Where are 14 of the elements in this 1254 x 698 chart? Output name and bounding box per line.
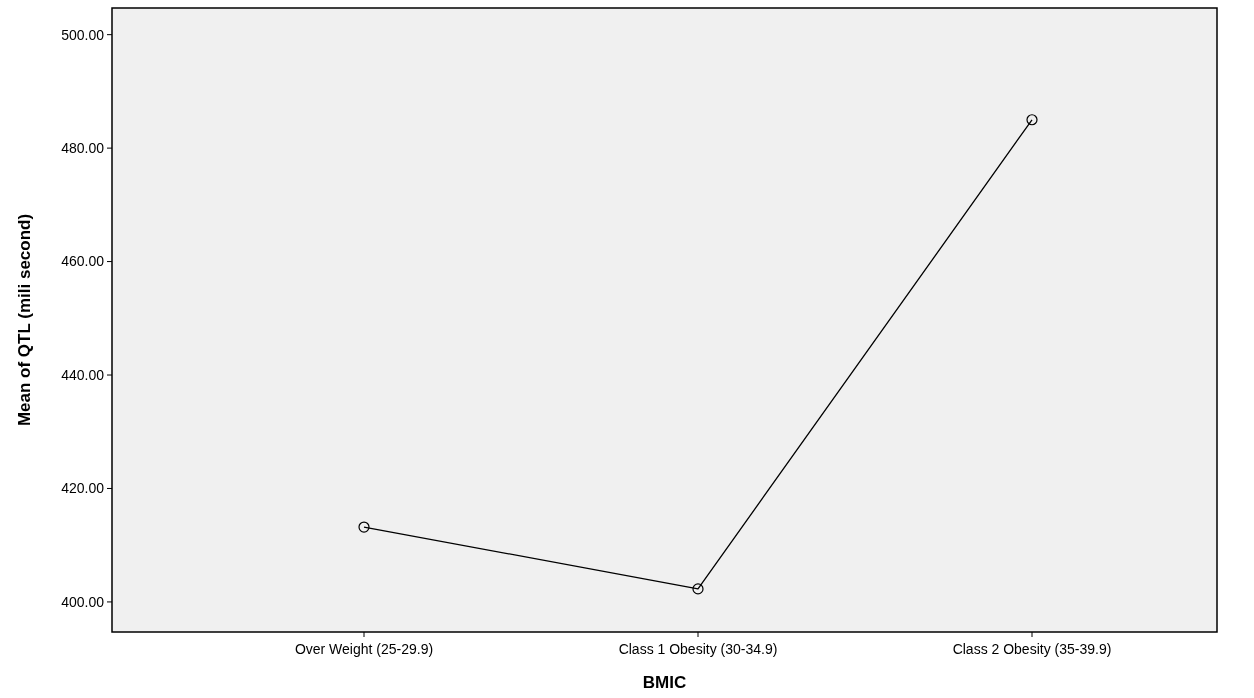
y-tick-label: 440.00 [61, 366, 105, 383]
point [358, 521, 370, 533]
y-axis-title: Mean of QTL (mili second) [15, 213, 34, 427]
y-tick-label: 460.00 [61, 253, 105, 270]
x-tick-label: Class 2 Obesity (35-39.9) [952, 641, 1112, 657]
point [692, 583, 704, 595]
point [1026, 114, 1038, 126]
y-tick-label: 500.00 [61, 26, 105, 43]
y-tick-label: 400.00 [61, 593, 105, 610]
x-tick-label: Class 1 Obesity (30-34.9) [618, 641, 778, 657]
y-tick-label: 420.00 [61, 480, 105, 497]
x-tick-label: Over Weight (25-29.9) [294, 641, 434, 657]
y-tick-label: 480.00 [61, 140, 105, 157]
x-axis-title: BMIC [642, 673, 687, 692]
